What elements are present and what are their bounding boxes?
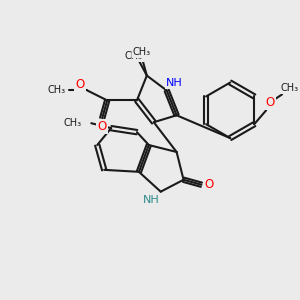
Text: NH: NH [166,77,183,88]
Text: CH₃: CH₃ [63,118,81,128]
Text: O: O [205,178,214,191]
Text: O: O [98,120,107,133]
Text: NH: NH [142,195,159,205]
Text: CH₃: CH₃ [47,85,65,95]
Text: O: O [75,78,84,91]
Text: CH₃: CH₃ [133,47,151,57]
Text: CH₃: CH₃ [125,51,143,61]
Text: CH₃: CH₃ [281,83,299,94]
Text: O: O [266,96,275,109]
